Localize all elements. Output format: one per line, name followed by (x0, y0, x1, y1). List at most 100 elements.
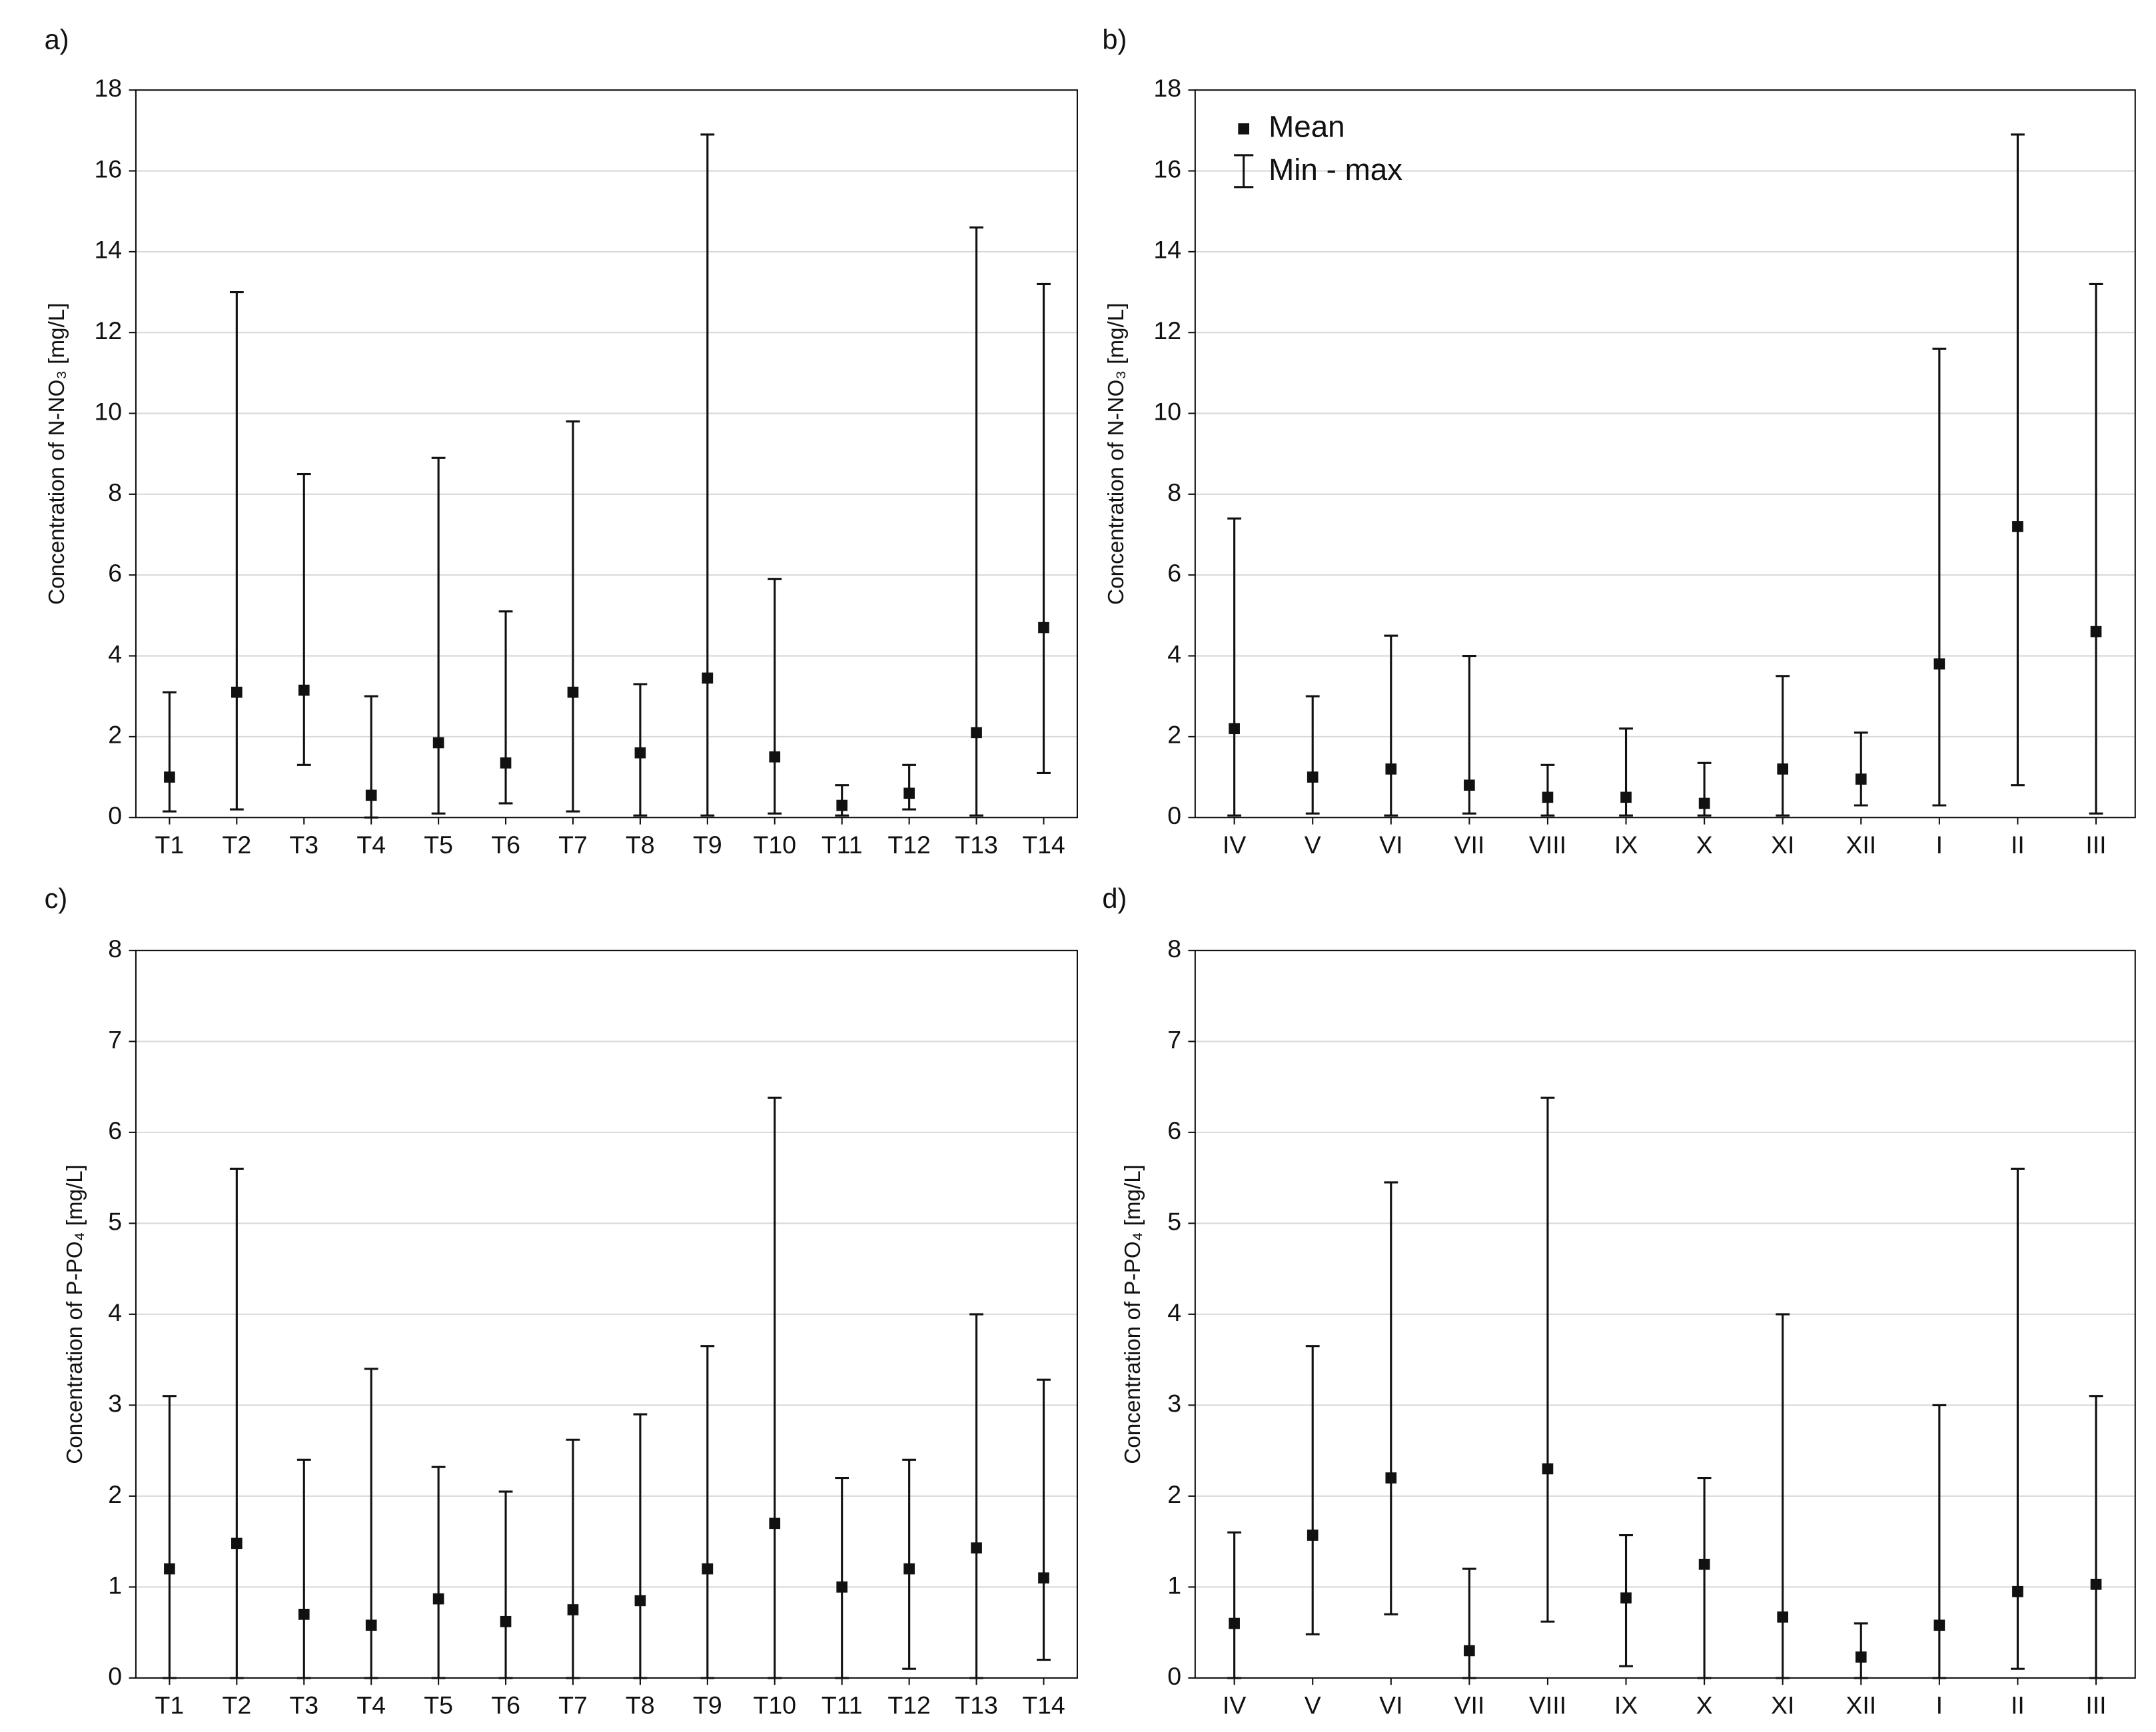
mean-marker (634, 1595, 646, 1607)
mean-marker (1464, 779, 1475, 791)
y-tick-label: 4 (108, 1298, 122, 1326)
x-tick-label: V (1305, 1691, 1321, 1719)
plot-frame (135, 949, 1078, 1679)
x-tick-label: T3 (289, 831, 318, 859)
plot-frame (1194, 949, 2136, 1679)
y-tick-label: 4 (1167, 640, 1181, 667)
mean-marker (365, 1619, 377, 1631)
y-axis-label: Concentration of N-NO₃ [mg/L] (45, 302, 69, 604)
y-tick-label: 6 (108, 1116, 122, 1144)
y-tick-label: 18 (94, 74, 122, 102)
mean-marker (971, 727, 982, 739)
mean-marker (1542, 791, 1554, 803)
x-tick-label: T13 (955, 831, 998, 859)
mean-marker (231, 1537, 243, 1549)
mean-marker (298, 684, 310, 696)
x-tick-label: II (2011, 1691, 2025, 1719)
mean-marker (1385, 1472, 1397, 1484)
x-tick-label: I (1936, 831, 1943, 859)
legend-label: Mean (1269, 110, 1345, 144)
legend-mean-icon (1238, 123, 1250, 135)
mean-marker (903, 1563, 915, 1575)
mean-marker (2012, 1585, 2023, 1597)
mean-marker (836, 1581, 848, 1593)
mean-marker (1698, 797, 1710, 809)
x-tick-label: I (1936, 1691, 1943, 1719)
x-tick-label: X (1696, 1691, 1713, 1719)
mean-marker (702, 672, 714, 684)
x-tick-label: VIII (1529, 831, 1566, 859)
y-tick-label: 12 (1153, 316, 1181, 344)
y-tick-label: 12 (94, 316, 122, 344)
x-tick-label: T2 (222, 1691, 251, 1719)
y-axis-label: Concentration of P-PO₄ [mg/L] (63, 1164, 87, 1464)
x-tick-label: VII (1454, 831, 1484, 859)
x-tick-label: T12 (887, 831, 931, 859)
mean-marker (1933, 1619, 1945, 1631)
x-tick-label: T8 (626, 1691, 655, 1719)
mean-marker (432, 737, 444, 749)
mean-marker (1620, 791, 1632, 803)
x-tick-label: VI (1379, 1691, 1402, 1719)
mean-marker (2012, 521, 2023, 532)
mean-marker (634, 747, 646, 759)
mean-marker (903, 787, 915, 799)
y-tick-label: 0 (108, 1662, 122, 1690)
mean-marker (1855, 1651, 1867, 1663)
x-tick-label: T1 (155, 831, 185, 859)
x-tick-label: T14 (1022, 831, 1065, 859)
x-tick-label: T14 (1022, 1691, 1065, 1719)
y-tick-label: 2 (1167, 721, 1181, 749)
y-tick-label: 10 (1153, 397, 1181, 425)
mean-marker (500, 757, 512, 769)
x-tick-label: T4 (356, 831, 386, 859)
legend-label: Min - max (1269, 153, 1402, 187)
x-tick-label: III (2085, 831, 2106, 859)
y-tick-label: 7 (1167, 1025, 1181, 1053)
x-tick-label: T10 (754, 831, 797, 859)
mean-marker (2090, 626, 2102, 638)
plot-frame (1194, 89, 2136, 819)
x-tick-label: T4 (356, 1691, 386, 1719)
x-tick-label: VI (1379, 831, 1402, 859)
mean-marker (365, 789, 377, 801)
x-tick-label: XI (1771, 1691, 1794, 1719)
x-tick-label: VIII (1529, 1691, 1566, 1719)
x-tick-label: T5 (424, 831, 453, 859)
mean-marker (567, 686, 579, 698)
y-tick-label: 6 (1167, 1116, 1181, 1144)
chart-panel: d) 0 1 2 3 4 5 6 7 8 Concentration of P-PO₄ [mg/L]… (1102, 883, 2136, 1719)
mean-marker (298, 1609, 310, 1620)
y-axis-label: Concentration of N-NO₃ [mg/L] (1104, 302, 1129, 604)
y-tick-label: 0 (108, 801, 122, 829)
x-tick-label: T10 (754, 1691, 797, 1719)
mean-marker (836, 799, 848, 811)
mean-marker (1229, 723, 1240, 735)
y-tick-label: 8 (1167, 935, 1181, 963)
y-tick-label: 6 (1167, 559, 1181, 587)
y-tick-label: 6 (108, 559, 122, 587)
x-tick-label: T13 (955, 1691, 998, 1719)
x-tick-label: T11 (821, 1691, 863, 1719)
mean-marker (1620, 1592, 1632, 1604)
y-tick-label: 14 (94, 236, 122, 264)
mean-marker (1933, 658, 1945, 669)
x-tick-label: T9 (693, 831, 722, 859)
y-tick-label: 2 (1167, 1480, 1181, 1508)
mean-marker (1038, 622, 1049, 634)
mean-marker (769, 1517, 781, 1529)
mean-marker (1307, 771, 1319, 783)
chart-panel: a) 0 2 4 6 8 10 12 14 16 18 Concentration of N-NO₃ … (45, 23, 1078, 859)
mean-marker (1385, 763, 1397, 775)
mean-marker (432, 1593, 444, 1605)
plot-frame (135, 89, 1078, 819)
panel-label: d) (1102, 883, 1127, 914)
x-tick-label: XII (1846, 831, 1876, 859)
y-tick-label: 10 (94, 397, 122, 425)
y-tick-label: 3 (1167, 1389, 1181, 1417)
x-tick-label: III (2085, 1691, 2106, 1719)
x-tick-label: II (2011, 831, 2025, 859)
y-tick-label: 5 (108, 1207, 122, 1235)
x-tick-label: T11 (821, 831, 863, 859)
x-tick-label: T9 (693, 1691, 722, 1719)
